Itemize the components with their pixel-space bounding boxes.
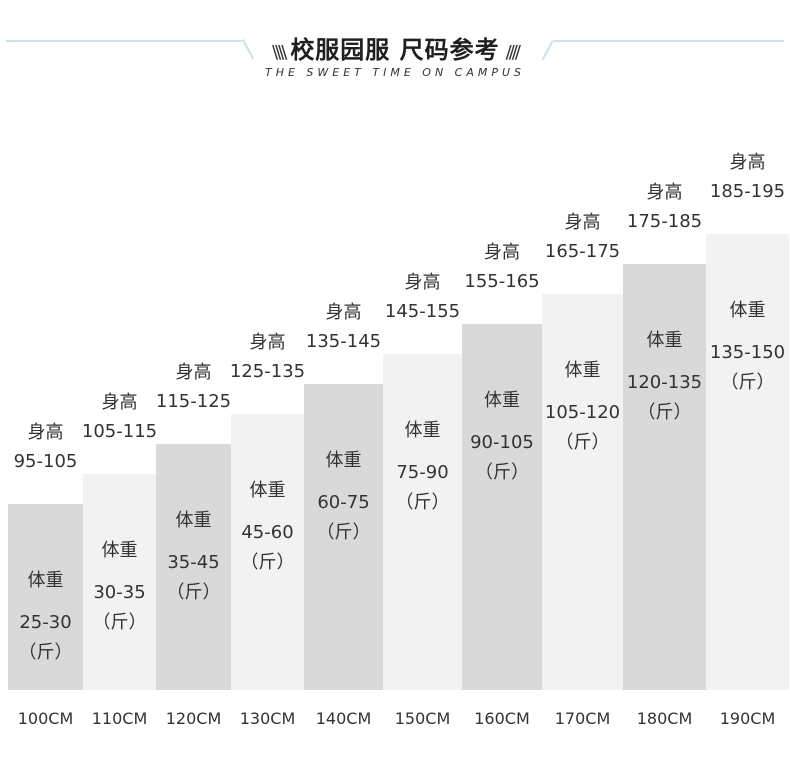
category-tick-label: 140CM bbox=[316, 709, 372, 728]
height-range-label: 95-105 bbox=[14, 451, 78, 472]
weight-unit-label: （斤） bbox=[475, 462, 529, 483]
height-prefix-label: 身高 bbox=[102, 392, 138, 413]
weight-unit-label: （斤） bbox=[93, 612, 147, 633]
category-tick-label: 170CM bbox=[555, 709, 611, 728]
category-tick-label: 190CM bbox=[720, 709, 776, 728]
height-range-label: 175-185 bbox=[627, 211, 702, 232]
category-tick-label: 120CM bbox=[166, 709, 222, 728]
height-range-label: 165-175 bbox=[545, 241, 620, 262]
weight-prefix-label: 体重 bbox=[647, 330, 683, 351]
weight-unit-label: （斤） bbox=[317, 522, 371, 543]
weight-range-label: 135-150 bbox=[710, 342, 785, 363]
category-tick-label: 180CM bbox=[637, 709, 693, 728]
header-line-right bbox=[554, 40, 784, 42]
bar-2 bbox=[83, 474, 156, 690]
weight-range-label: 35-45 bbox=[167, 552, 219, 573]
weight-prefix-label: 体重 bbox=[28, 570, 64, 591]
header: \\\\ 校服园服 尺码参考 //// THE SWEET TIME ON CAMP… bbox=[0, 0, 790, 90]
weight-range-label: 25-30 bbox=[19, 612, 71, 633]
bar-8 bbox=[542, 294, 623, 690]
height-range-label: 135-145 bbox=[306, 331, 381, 352]
bar-3 bbox=[156, 444, 231, 690]
bar-9 bbox=[623, 264, 706, 690]
weight-unit-label: （斤） bbox=[721, 372, 775, 393]
weight-unit-label: （斤） bbox=[19, 642, 73, 663]
weight-unit-label: （斤） bbox=[638, 402, 692, 423]
height-range-label: 145-155 bbox=[385, 301, 460, 322]
height-prefix-label: 身高 bbox=[565, 212, 601, 233]
category-tick-label: 130CM bbox=[240, 709, 296, 728]
weight-prefix-label: 体重 bbox=[484, 390, 520, 411]
height-range-label: 105-115 bbox=[82, 421, 157, 442]
height-prefix-label: 身高 bbox=[647, 182, 683, 203]
weight-prefix-label: 体重 bbox=[730, 300, 766, 321]
category-tick-label: 110CM bbox=[92, 709, 148, 728]
header-line-left bbox=[6, 40, 242, 42]
weight-unit-label: （斤） bbox=[556, 432, 610, 453]
weight-range-label: 30-35 bbox=[93, 582, 145, 603]
height-prefix-label: 身高 bbox=[484, 242, 520, 263]
bar-10 bbox=[706, 234, 789, 690]
height-range-label: 125-135 bbox=[230, 361, 305, 382]
page-title-text: 校服园服 尺码参考 bbox=[290, 36, 500, 64]
bar-4 bbox=[231, 414, 304, 690]
weight-prefix-label: 体重 bbox=[176, 510, 212, 531]
weight-range-label: 105-120 bbox=[545, 402, 620, 423]
weight-prefix-label: 体重 bbox=[326, 450, 362, 471]
weight-unit-label: （斤） bbox=[396, 492, 450, 513]
page-title: \\\\ 校服园服 尺码参考 //// bbox=[0, 30, 790, 65]
weight-unit-label: （斤） bbox=[167, 582, 221, 603]
weight-unit-label: （斤） bbox=[241, 552, 295, 573]
weight-prefix-label: 体重 bbox=[102, 540, 138, 561]
height-prefix-label: 身高 bbox=[405, 272, 441, 293]
bar-6 bbox=[383, 354, 462, 690]
bar-7 bbox=[462, 324, 542, 690]
weight-range-label: 120-135 bbox=[627, 372, 702, 393]
hatch-left-icon: \\\\ bbox=[272, 42, 287, 63]
bar-1 bbox=[8, 504, 83, 690]
weight-range-label: 60-75 bbox=[317, 492, 369, 513]
weight-prefix-label: 体重 bbox=[565, 360, 601, 381]
page-subtitle: THE SWEET TIME ON CAMPUS bbox=[264, 66, 526, 79]
category-tick-label: 150CM bbox=[395, 709, 451, 728]
height-range-label: 155-165 bbox=[464, 271, 539, 292]
height-prefix-label: 身高 bbox=[326, 302, 362, 323]
weight-range-label: 90-105 bbox=[470, 432, 534, 453]
height-prefix-label: 身高 bbox=[176, 362, 212, 383]
category-tick-label: 100CM bbox=[18, 709, 74, 728]
height-prefix-label: 身高 bbox=[28, 422, 64, 443]
category-tick-label: 160CM bbox=[474, 709, 530, 728]
height-prefix-label: 身高 bbox=[250, 332, 286, 353]
weight-range-label: 75-90 bbox=[396, 462, 448, 483]
height-range-label: 115-125 bbox=[156, 391, 231, 412]
weight-range-label: 45-60 bbox=[241, 522, 293, 543]
hatch-right-icon: //// bbox=[505, 42, 521, 63]
height-range-label: 185-195 bbox=[710, 181, 785, 202]
bar-5 bbox=[304, 384, 383, 690]
weight-prefix-label: 体重 bbox=[250, 480, 286, 501]
weight-prefix-label: 体重 bbox=[405, 420, 441, 441]
height-prefix-label: 身高 bbox=[730, 152, 766, 173]
